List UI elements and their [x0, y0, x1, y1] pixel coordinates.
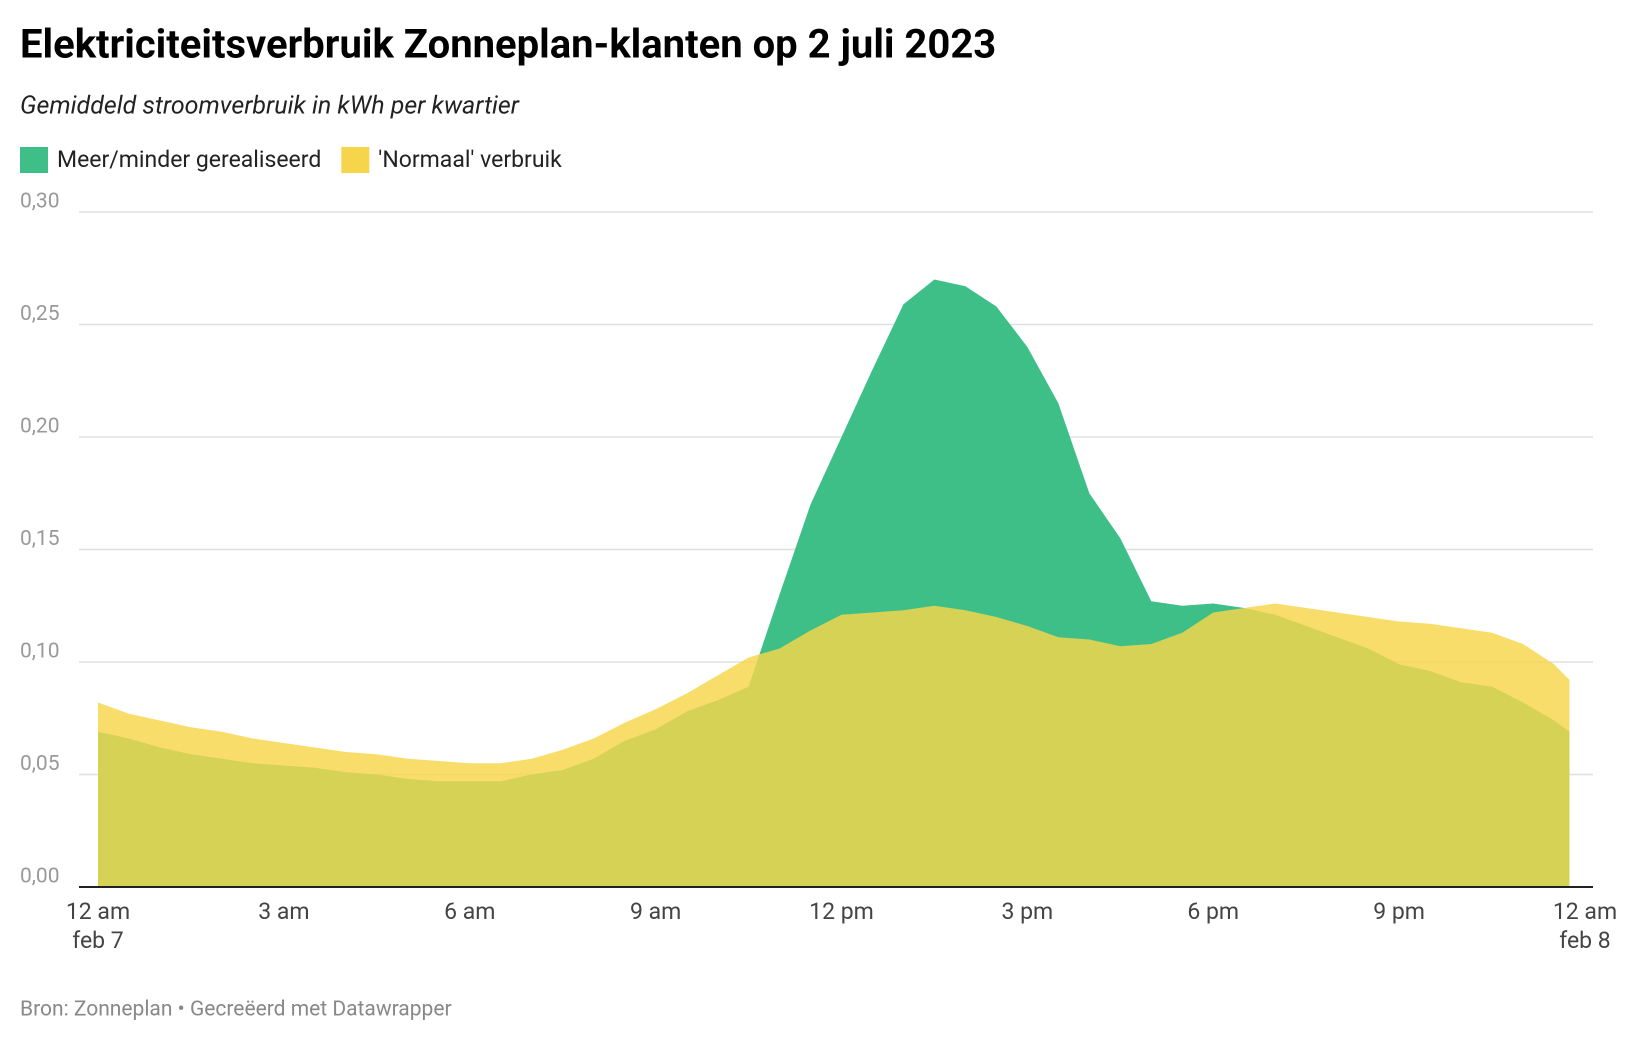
chart-subtitle: Gemiddeld stroomverbruik in kWh per kwar…: [20, 92, 520, 121]
x-tick-label: 12 pm: [809, 898, 874, 925]
x-tick-label: 12 am feb 7: [66, 898, 130, 954]
y-tick-label: 0,10: [20, 640, 60, 664]
x-tick-label: 3 pm: [1002, 898, 1054, 925]
source: Bron: Zonneplan • Gecreëerd met Datawrap…: [20, 998, 452, 1022]
x-tick-label: 12 am feb 8: [1553, 898, 1617, 954]
y-tick-label: 0,15: [20, 527, 60, 551]
legend-swatch: [20, 147, 48, 173]
x-tick-label: 3 am: [258, 898, 309, 925]
y-tick-label: 0,30: [20, 190, 60, 214]
chart-title: Elektriciteitsverbruik Zonneplan-klanten…: [20, 21, 996, 68]
legend-swatch: [341, 147, 370, 173]
y-tick-label: 0,25: [20, 302, 60, 326]
area: [98, 603, 1570, 887]
y-tick-label: 0,20: [20, 415, 60, 439]
legend-label: 'Normaal' verbruik: [378, 146, 562, 173]
y-tick-label: 0,00: [20, 865, 60, 889]
x-tick-label: 6 am: [444, 898, 495, 925]
legend-label: Meer/minder gerealiseerd: [57, 146, 321, 173]
x-tick-label: 9 am: [630, 898, 681, 925]
x-tick-label: 9 pm: [1373, 898, 1425, 925]
x-tick-label: 6 pm: [1187, 898, 1239, 925]
y-tick-label: 0,05: [20, 752, 60, 776]
